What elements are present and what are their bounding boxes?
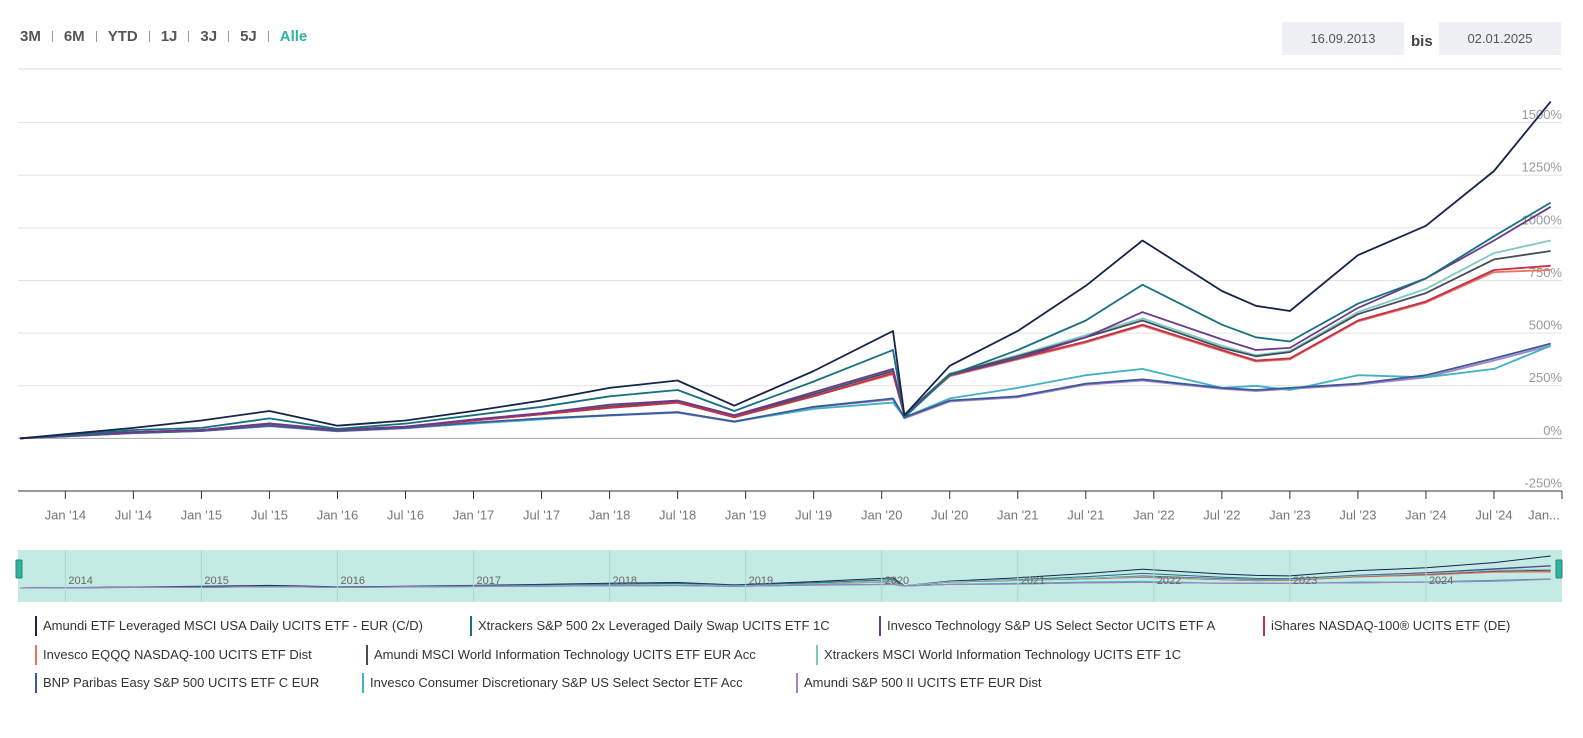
separator [51, 31, 53, 42]
x-tick-label: Jul '23 [1339, 507, 1376, 522]
x-tick-label: Jul '18 [659, 507, 696, 522]
legend-item[interactable]: Invesco Technology S&P US Select Sector … [879, 616, 1215, 636]
x-tick-label: Jan '14 [45, 507, 87, 522]
series-line [19, 206, 1552, 440]
navigator-label: 2016 [340, 575, 364, 587]
separator [267, 31, 269, 42]
series-line [19, 101, 1552, 440]
separator [228, 31, 230, 42]
range-buttons: 3M 6M YTD 1J 3J 5J Alle [20, 28, 307, 45]
date-to[interactable]: 02.01.2025 [1439, 22, 1561, 55]
y-tick-label: 1000% [1522, 212, 1563, 227]
navigator-label: 2017 [477, 575, 501, 587]
range-button[interactable]: 1J [160, 28, 178, 45]
plot-lines [19, 101, 1552, 440]
separator [95, 31, 97, 42]
navigator-label: 2022 [1157, 575, 1181, 587]
x-tick-label: Jul '19 [795, 507, 832, 522]
x-tick-label: Jan '22 [1133, 507, 1175, 522]
navigator-line [19, 578, 1551, 589]
navigator-label: 2023 [1293, 575, 1317, 587]
x-tick-label: Jan '19 [725, 507, 767, 522]
y-tick-label: 1500% [1522, 107, 1563, 122]
legend-item[interactable]: Amundi S&P 500 II UCITS ETF EUR Dist [796, 673, 1041, 693]
legend-item[interactable]: iShares NASDAQ-100® UCITS ETF (DE) [1263, 616, 1510, 636]
series-line [19, 239, 1551, 440]
range-button[interactable]: 5J [240, 28, 257, 45]
y-tick-label: 250% [1529, 370, 1563, 385]
navigator-label: 2014 [68, 575, 92, 587]
series-line [19, 342, 1551, 440]
navigator-label: 2024 [1429, 575, 1453, 587]
x-tick-label: Jan '16 [317, 507, 359, 522]
range-button[interactable]: YTD [107, 28, 138, 45]
navigator-lines [19, 555, 1551, 589]
legend-item[interactable]: Xtrackers S&P 500 2x Leveraged Daily Swa… [470, 616, 830, 636]
x-tick-label: Jul '21 [1067, 507, 1104, 522]
navigator-label: 2018 [613, 575, 637, 587]
y-tick-label: 1250% [1522, 160, 1563, 175]
x-tick-label: Jul '16 [387, 507, 424, 522]
navigator-handle[interactable] [15, 559, 23, 579]
y-tick-label: -250% [1524, 475, 1562, 490]
x-tick-label: Jan '18 [589, 507, 631, 522]
navigator-label: 2019 [749, 575, 773, 587]
x-tick-label: Jan '15 [181, 507, 223, 522]
x-tick-label: Jul '15 [251, 507, 288, 522]
x-tick-label: Jul '14 [115, 507, 152, 522]
navigator-label: 2015 [204, 575, 228, 587]
legend-item[interactable]: Amundi ETF Leveraged MSCI USA Daily UCIT… [35, 616, 423, 636]
date-separator: bis [1411, 33, 1433, 50]
legend-item[interactable]: Invesco Consumer Discretionary S&P US Se… [362, 673, 743, 693]
navigator-line [19, 555, 1551, 589]
range-button[interactable]: Alle [279, 28, 308, 45]
legend-item[interactable]: Amundi MSCI World Information Technology… [366, 645, 756, 665]
date-from[interactable]: 16.09.2013 [1282, 22, 1404, 55]
separator [148, 31, 150, 42]
legend-item[interactable]: Invesco EQQQ NASDAQ-100 UCITS ETF Dist [35, 645, 312, 665]
x-tick-label: Jul '17 [523, 507, 560, 522]
x-tick-label: Jan... [1528, 507, 1560, 522]
x-tick-label: Jan '21 [997, 507, 1039, 522]
series-line [19, 250, 1551, 440]
separator [188, 31, 190, 42]
x-tick-label: Jul '20 [931, 507, 968, 522]
y-tick-label: 0% [1543, 423, 1562, 438]
x-tick-label: Jan '17 [453, 507, 495, 522]
x-tick-label: Jul '24 [1475, 507, 1512, 522]
range-button[interactable]: 3M [20, 28, 41, 45]
navigator [18, 550, 1562, 602]
range-button[interactable]: 6M [63, 28, 85, 45]
x-tick-label: Jul '22 [1203, 507, 1240, 522]
y-tick-label: 500% [1529, 318, 1563, 333]
legend-item[interactable]: BNP Paribas Easy S&P 500 UCITS ETF C EUR [35, 673, 319, 693]
legend-item[interactable]: Xtrackers MSCI World Information Technol… [816, 645, 1181, 665]
navigator-label: 2020 [885, 575, 909, 587]
x-tick-label: Jan '23 [1269, 507, 1311, 522]
navigator-handle[interactable] [1555, 559, 1563, 579]
y-tick-label: 750% [1529, 265, 1563, 280]
range-button[interactable]: 3J [200, 28, 218, 45]
x-tick-label: Jan '24 [1405, 507, 1447, 522]
navigator-label: 2021 [1021, 575, 1045, 587]
series-line [19, 201, 1552, 440]
x-tick-label: Jan '20 [861, 507, 903, 522]
